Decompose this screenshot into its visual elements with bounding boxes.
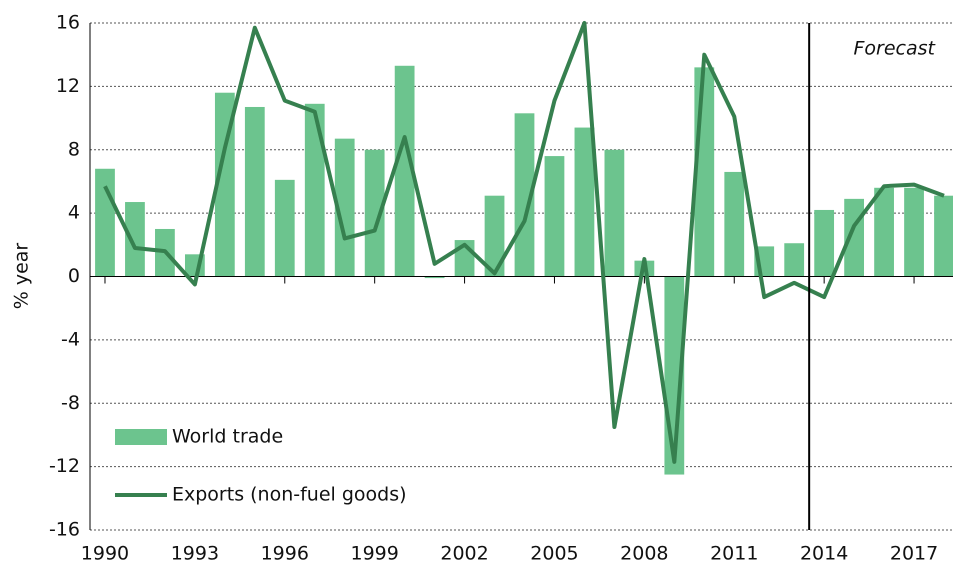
x-tick-label: 1990 — [81, 543, 129, 565]
bar — [95, 168, 115, 277]
bar — [244, 106, 265, 277]
x-tick-label: 2014 — [800, 543, 848, 565]
y-tick-label: -12 — [49, 455, 80, 477]
bar — [934, 195, 953, 277]
x-tick-label: 1993 — [171, 543, 219, 565]
bar — [274, 179, 295, 277]
y-axis-label: % year — [11, 243, 33, 310]
y-tick-label: 0 — [68, 265, 80, 287]
bar — [304, 103, 325, 277]
y-tick-label: -4 — [61, 328, 80, 350]
bar — [484, 195, 505, 277]
legend-label: Exports (non-fuel goods) — [172, 484, 407, 506]
bar — [125, 202, 145, 277]
bar — [814, 209, 835, 277]
annotation: Forecast — [854, 38, 937, 60]
y-tick-label: 12 — [56, 75, 80, 97]
bar — [514, 113, 535, 277]
y-tick-label: 16 — [56, 12, 80, 34]
bar — [784, 243, 805, 277]
x-tick-label: 2008 — [620, 543, 668, 565]
bar — [334, 138, 355, 277]
bar — [604, 149, 625, 277]
x-tick-label: 2002 — [440, 543, 488, 565]
bar — [424, 276, 445, 279]
bar — [364, 149, 385, 277]
bar — [574, 127, 595, 277]
bar — [394, 65, 415, 277]
line-series — [103, 21, 945, 464]
bar — [214, 92, 235, 277]
x-tick-label: 1999 — [350, 543, 398, 565]
x-tick-label: 2017 — [890, 543, 938, 565]
bar — [724, 171, 745, 277]
x-tick-label: 1996 — [261, 543, 309, 565]
legend-label: World trade — [172, 426, 283, 448]
y-tick-label: -16 — [49, 519, 80, 541]
legend-swatch — [115, 429, 167, 445]
y-tick-label: 8 — [68, 138, 80, 160]
bar — [904, 187, 924, 277]
bar — [544, 156, 565, 277]
y-tick-label: -8 — [61, 392, 80, 414]
y-tick-label: 4 — [68, 202, 80, 224]
x-tick-label: 2011 — [710, 543, 758, 565]
bar — [874, 187, 894, 277]
x-tick-label: 2005 — [530, 543, 578, 565]
